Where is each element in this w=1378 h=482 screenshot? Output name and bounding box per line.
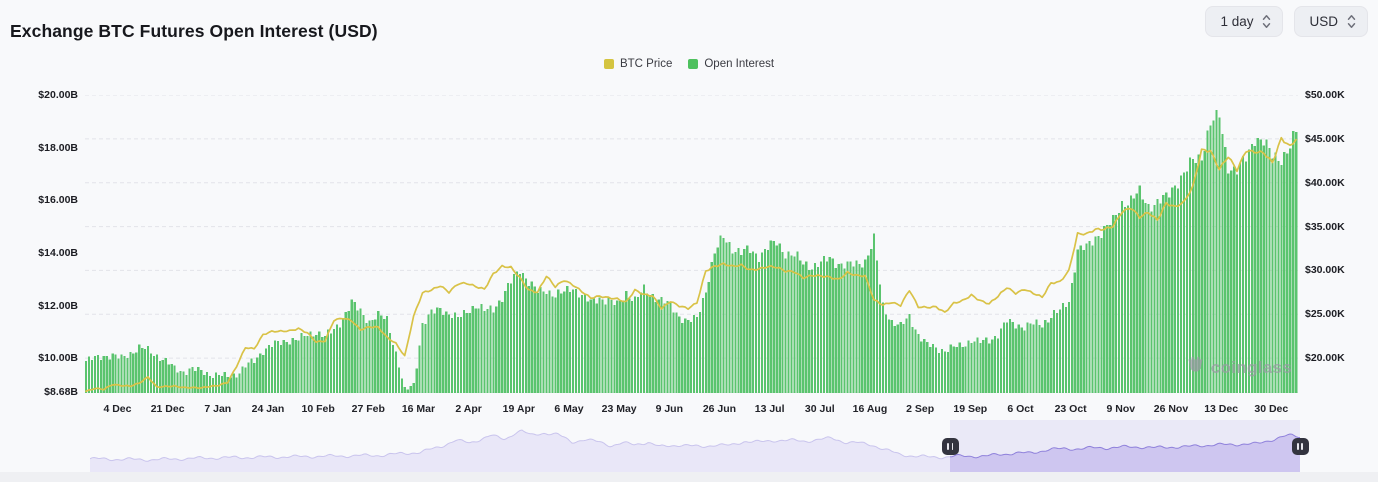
x-axis-label: 9 Jun	[655, 403, 684, 415]
navigator-bottom-track	[0, 472, 1378, 482]
legend-label: Open Interest	[704, 58, 775, 70]
y-axis-right-label: $45.00K	[1305, 132, 1345, 145]
y-axis-right-label: $35.00K	[1305, 220, 1345, 233]
y-axis-left-label: $10.00B	[38, 352, 78, 365]
chart-legend: BTC Price Open Interest	[0, 58, 1378, 70]
x-axis-label: 9 Nov	[1106, 403, 1136, 415]
x-axis-label: 30 Jul	[804, 403, 835, 415]
x-axis-label: 27 Feb	[351, 403, 385, 415]
interval-dropdown[interactable]: 1 day	[1205, 6, 1284, 37]
btc-price-swatch	[603, 59, 614, 69]
y-axis-right-label: $30.00K	[1305, 264, 1345, 277]
x-axis-label: 7 Jan	[204, 403, 232, 415]
chevron-up-down-icon	[1262, 14, 1271, 29]
x-axis-label: 19 Sep	[953, 403, 988, 415]
main-chart[interactable]	[85, 95, 1298, 393]
navigator-handle-right[interactable]	[1291, 438, 1309, 455]
x-axis-label: 6 May	[554, 403, 584, 415]
currency-dropdown-value: USD	[1309, 14, 1338, 29]
x-axis-label: 16 Mar	[401, 403, 436, 415]
y-axis-left-label: $18.00B	[38, 141, 78, 154]
chevron-up-down-icon	[1347, 14, 1356, 29]
chart-controls: 1 day USD	[1205, 6, 1368, 37]
x-axis-label: 6 Oct	[1007, 403, 1034, 415]
legend-label: BTC Price	[619, 58, 673, 70]
x-axis-label: 13 Jul	[754, 403, 785, 415]
coinglass-paw-icon	[1185, 355, 1206, 381]
navigator-selected-range[interactable]	[950, 420, 1300, 474]
x-axis-label: 30 Dec	[1254, 403, 1289, 415]
y-axis-right-label: $25.00K	[1305, 308, 1345, 321]
x-axis-label: 16 Aug	[852, 403, 888, 415]
navigator-unselected-mask	[90, 422, 951, 472]
page-title: Exchange BTC Futures Open Interest (USD)	[10, 20, 378, 41]
legend-item-open-interest[interactable]: Open Interest	[688, 58, 774, 70]
watermark-text: coinglass	[1210, 358, 1292, 377]
x-axis-label: 24 Jan	[251, 403, 285, 415]
x-axis-label: 19 Apr	[502, 403, 535, 415]
open-interest-swatch	[688, 59, 699, 69]
y-axis-right-label: $40.00K	[1305, 176, 1345, 189]
coinglass-watermark: coinglass	[1185, 355, 1292, 381]
x-axis-label: 26 Jun	[702, 403, 737, 415]
x-axis-label: 2 Apr	[455, 403, 482, 415]
x-axis-label: 4 Dec	[103, 403, 132, 415]
x-axis-label: 13 Dec	[1204, 403, 1239, 415]
x-axis-label: 2 Sep	[906, 403, 935, 415]
y-axis-right-label: $50.00K	[1305, 89, 1345, 101]
x-axis-label: 26 Nov	[1153, 403, 1189, 415]
range-navigator[interactable]	[90, 420, 1309, 474]
main-chart-plot-area[interactable]: coinglass	[85, 95, 1298, 393]
legend-item-btc-price[interactable]: BTC Price	[603, 58, 673, 70]
btc-price-line	[85, 136, 1297, 393]
y-axis-left-label: $16.00B	[38, 194, 78, 207]
x-axis-label: 21 Dec	[150, 403, 185, 415]
interval-dropdown-value: 1 day	[1220, 14, 1254, 29]
y-axis-left-label: $14.00B	[38, 246, 78, 259]
x-axis-label: 23 May	[601, 403, 637, 415]
y-axis-left-label: $20.00B	[38, 89, 78, 101]
open-interest-bars	[85, 109, 1298, 393]
y-axis-right-label: $20.00K	[1305, 352, 1345, 365]
navigator-handle-left[interactable]	[941, 438, 959, 455]
y-axis-left-label: $8.68B	[44, 386, 78, 399]
x-axis-label: 23 Oct	[1054, 403, 1087, 415]
y-axis-left-label: $12.00B	[38, 299, 78, 312]
currency-dropdown[interactable]: USD	[1294, 6, 1368, 37]
x-axis-label: 10 Feb	[301, 403, 335, 415]
